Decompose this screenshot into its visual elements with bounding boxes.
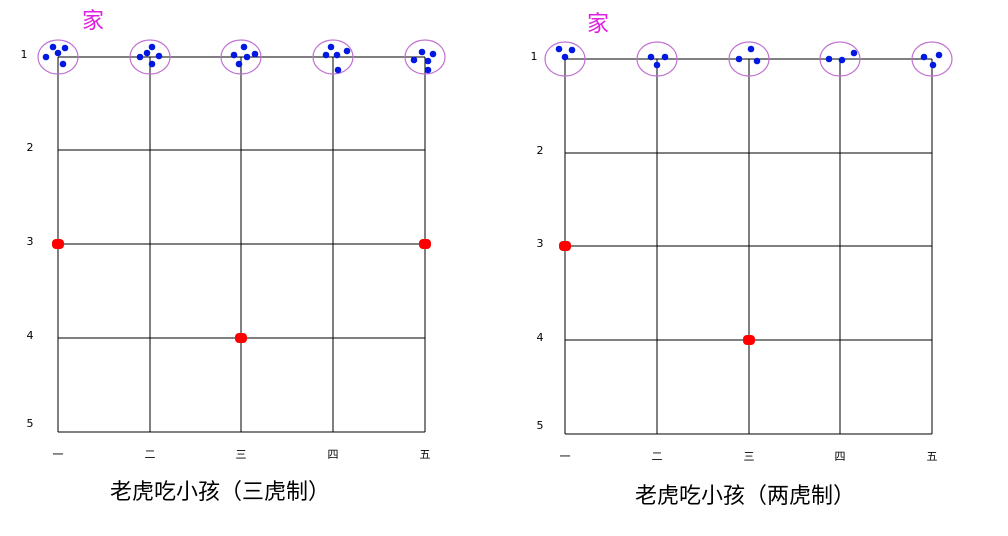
- child-piece: [935, 51, 943, 59]
- home-circle: [404, 39, 446, 75]
- caption: 老虎吃小孩（两虎制）: [635, 484, 855, 509]
- child-piece: [838, 56, 846, 64]
- column-label: 四: [835, 450, 846, 463]
- row-label: 1: [21, 48, 28, 61]
- home-circle: [819, 41, 861, 77]
- home-label: 家: [587, 12, 609, 37]
- column-label: 五: [420, 448, 431, 461]
- home-circle: [728, 41, 770, 77]
- child-piece: [647, 53, 655, 61]
- column-label: 二: [145, 448, 156, 461]
- column-label: 四: [328, 448, 339, 461]
- column-label: 三: [236, 448, 247, 461]
- child-piece: [920, 53, 928, 61]
- child-piece: [251, 50, 259, 58]
- child-piece: [850, 49, 858, 57]
- child-piece: [929, 61, 937, 69]
- child-piece: [410, 56, 418, 64]
- tiger-piece: [419, 239, 431, 249]
- home-circle: [911, 41, 953, 77]
- child-piece: [148, 60, 156, 68]
- home-circle: [544, 41, 586, 77]
- child-piece: [661, 53, 669, 61]
- child-piece: [334, 66, 342, 74]
- row-label: 5: [537, 419, 544, 432]
- row-label: 4: [27, 329, 34, 342]
- home-circle: [636, 41, 678, 77]
- column-label: 一: [53, 448, 64, 461]
- row-label: 3: [537, 237, 544, 250]
- child-piece: [235, 60, 243, 68]
- row-label: 4: [537, 331, 544, 344]
- tiger-piece: [52, 239, 64, 249]
- column-label: 一: [560, 450, 571, 463]
- row-label: 1: [531, 50, 538, 63]
- child-piece: [240, 43, 248, 51]
- child-piece: [143, 49, 151, 57]
- column-label: 五: [927, 450, 938, 463]
- child-piece: [148, 43, 156, 51]
- caption: 老虎吃小孩（三虎制）: [110, 480, 330, 505]
- child-piece: [825, 55, 833, 63]
- row-label: 5: [27, 417, 34, 430]
- child-piece: [230, 51, 238, 59]
- child-piece: [555, 45, 563, 53]
- home-circle: [129, 39, 171, 75]
- child-piece: [49, 43, 57, 51]
- child-piece: [735, 55, 743, 63]
- column-label: 二: [652, 450, 663, 463]
- tiger-piece: [235, 333, 247, 343]
- child-piece: [568, 46, 576, 54]
- child-piece: [155, 52, 163, 60]
- child-piece: [424, 57, 432, 65]
- row-label: 2: [27, 141, 34, 154]
- child-piece: [42, 53, 50, 61]
- child-piece: [653, 61, 661, 69]
- child-piece: [561, 53, 569, 61]
- child-piece: [136, 53, 144, 61]
- tiger-piece: [559, 241, 571, 251]
- column-label: 三: [744, 450, 755, 463]
- home-circle: [220, 39, 262, 75]
- child-piece: [753, 57, 761, 65]
- tiger-piece: [743, 335, 755, 345]
- child-piece: [322, 51, 330, 59]
- child-piece: [747, 45, 755, 53]
- child-piece: [429, 50, 437, 58]
- child-piece: [243, 53, 251, 61]
- child-piece: [54, 49, 62, 57]
- child-piece: [418, 48, 426, 56]
- row-label: 3: [27, 235, 34, 248]
- child-piece: [61, 44, 69, 52]
- child-piece: [59, 60, 67, 68]
- child-piece: [424, 66, 432, 74]
- child-piece: [327, 43, 335, 51]
- row-label: 2: [537, 144, 544, 157]
- home-circle: [312, 39, 354, 75]
- child-piece: [343, 47, 351, 55]
- home-circle: [37, 39, 79, 75]
- child-piece: [333, 51, 341, 59]
- home-label: 家: [82, 9, 104, 34]
